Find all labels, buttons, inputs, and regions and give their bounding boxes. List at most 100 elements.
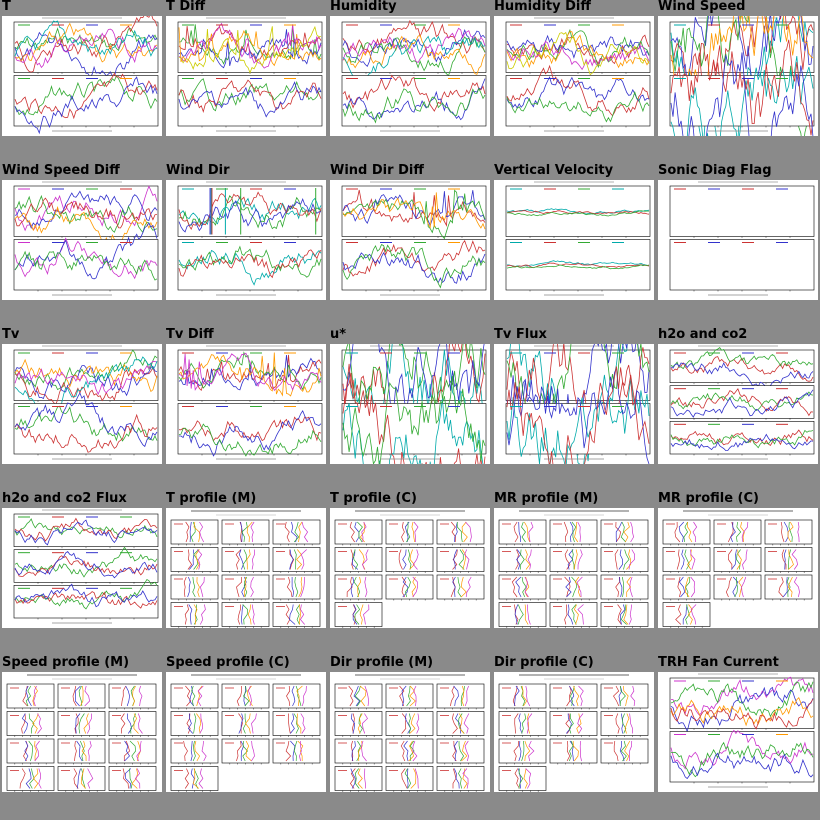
plot-thumbnail-link[interactable] [166,180,326,300]
profile-line [125,685,130,707]
profile-line [408,740,415,762]
profile-line [450,685,455,707]
profile-line [685,576,690,598]
profile-line [238,713,243,734]
series-line [342,375,486,464]
series-line [14,392,158,448]
gallery-cell: Dir profile (C) [492,656,656,820]
plot-thumbnail-link[interactable] [658,16,818,136]
gallery-cell: T profile (M) [164,492,328,656]
profile-line [299,604,305,625]
thumbnail-title: Sonic Diag Flag [658,163,772,178]
profile-line [623,604,629,625]
plot-thumbnail-link[interactable] [494,508,654,628]
gallery-cell: Humidity Diff [492,0,656,164]
profile-line [80,685,84,707]
plot-thumbnail-link[interactable] [330,672,490,792]
thumbnail-title: Wind Speed [658,0,746,14]
profile-line [624,713,630,734]
profile-line [523,768,528,789]
profile-line [455,713,462,734]
thumbnail-title: u* [330,327,347,342]
profile-line [184,604,189,625]
plot-thumbnail-link[interactable] [2,344,162,464]
profile-line [29,768,35,789]
profile-line [409,740,415,762]
plot-thumbnail-link[interactable] [2,672,162,792]
profile-line [246,549,251,570]
profile-line [242,604,248,625]
plot-thumbnail-link[interactable] [2,508,162,628]
gallery-cell: Speed profile (M) [0,656,164,820]
profile-panel [108,766,157,791]
profile-line [618,549,623,570]
profile-line [725,576,732,598]
profile-line [791,549,798,570]
plot-thumbnail [669,673,815,788]
series-line [178,24,322,65]
plot-thumbnail-link[interactable] [494,672,654,792]
profile-line [123,740,130,761]
profile-line [788,549,794,570]
plot-thumbnail-link[interactable] [166,344,326,464]
profile-line [189,521,192,543]
series-line [506,374,650,464]
profile-line [402,549,407,570]
profile-line [453,768,460,789]
plot-thumbnail-link[interactable] [330,344,490,464]
profile-line [566,740,571,762]
plot-thumbnail-link[interactable] [2,180,162,300]
profile-line [571,576,577,598]
plot-thumbnail-link[interactable] [330,180,490,300]
profile-line [630,685,636,707]
plot-thumbnail [341,344,487,464]
profile-line [406,521,411,543]
profile-line [409,713,416,734]
profile-line [513,521,519,543]
plot-thumbnail-link[interactable] [330,16,490,136]
profile-line [680,549,685,570]
plot-thumbnail-link[interactable] [494,16,654,136]
profile-line [121,685,127,707]
plot-panel-2 [669,239,815,291]
plot-thumbnail [177,17,323,132]
gallery-cell: Wind Dir Diff [328,164,492,328]
profile-line [240,604,244,625]
plot-thumbnail-link[interactable] [494,344,654,464]
plot-thumbnail-link[interactable] [166,16,326,136]
profile-line [240,740,244,762]
plot-thumbnail-link[interactable] [2,16,162,136]
profile-panel [6,738,55,764]
profile-line [525,685,531,707]
profile-line [411,521,416,543]
profile-line [526,713,530,734]
profile-line [25,768,32,789]
plot-thumbnail-link[interactable] [658,672,818,792]
profile-line [80,768,86,789]
plot-thumbnail-link[interactable] [658,180,818,300]
profile-line [76,740,83,762]
plot-thumbnail-link[interactable] [658,344,818,464]
profile-line [83,713,89,734]
plot-thumbnail-link[interactable] [166,672,326,792]
profile-line [289,549,294,570]
profile-line [461,549,466,570]
plot-thumbnail-link[interactable] [494,180,654,300]
profile-line [286,685,291,707]
series-line [178,423,322,457]
profile-line [242,549,247,570]
profile-line [354,685,361,707]
profile-line [245,740,252,762]
plot-thumbnail-link[interactable] [658,508,818,628]
profile-line [364,576,368,598]
profile-line [293,713,299,734]
profile-line [137,713,143,734]
profile-line [300,549,307,570]
profile-line [81,740,87,762]
plot-thumbnail-link[interactable] [166,508,326,628]
plot-thumbnail-link[interactable] [330,508,490,628]
profile-line [87,740,92,762]
profile-line [130,713,137,734]
profile-line [193,713,197,734]
profile-line [520,685,526,707]
